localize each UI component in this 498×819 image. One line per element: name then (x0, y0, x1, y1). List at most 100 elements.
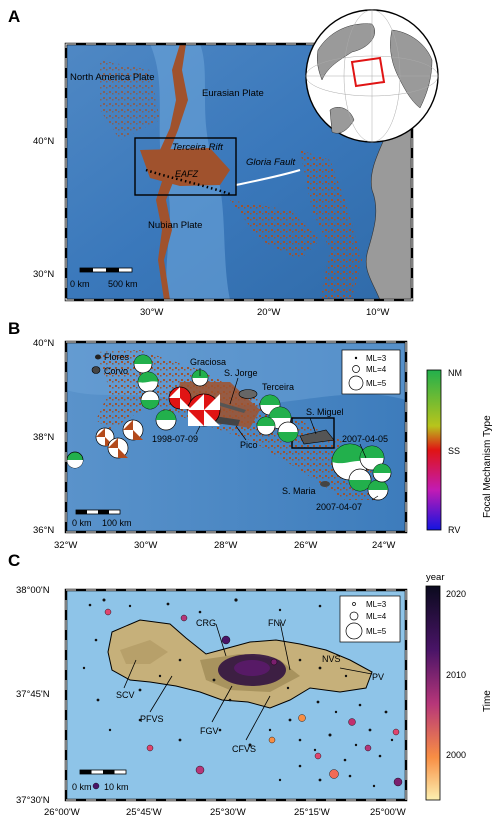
label-terceira: Terceira (262, 382, 294, 392)
tick-b-lon-30: 30°W (134, 540, 157, 551)
label-flores: Flores (104, 352, 130, 362)
colorbar-ss: SS (448, 446, 460, 456)
island-terceira (238, 389, 258, 399)
tick-b-lon-24: 24°W (372, 540, 395, 551)
panel-a-scale-bar: 0 km 500 km (70, 267, 138, 289)
beachball-nm (140, 390, 160, 410)
beachball-nm (155, 409, 177, 431)
label-pfvs: PFVS (140, 714, 164, 724)
tick-c-lon-2530: 25°30'W (210, 807, 246, 818)
label-crg: CRG (196, 618, 216, 628)
panel-a-frame (64, 42, 414, 302)
label-graciosa: Graciosa (190, 357, 226, 367)
scale-a-left: 0 km (70, 279, 90, 289)
colorbar-rv: RV (448, 525, 460, 535)
panel-c-magnitude-legend: ML=3 ML=4 ML=5 (339, 595, 401, 643)
beachball-ss (168, 386, 192, 410)
label-santa-maria: S. Maria (282, 486, 316, 496)
scattered-seismicity (230, 200, 320, 260)
tick-a-lon-30: 30°W (140, 307, 163, 318)
tick-b-lat-36: 36°N (33, 525, 54, 536)
azores-seismicity (140, 148, 230, 186)
colorbar-c-2020: 2020 (446, 589, 466, 599)
scale-a-right: 500 km (108, 279, 138, 289)
eafz-line (145, 168, 231, 196)
tick-b-lon-28: 28°W (214, 540, 237, 551)
label-fgv: FGV (200, 726, 219, 736)
label-corvo: Corvo (104, 366, 128, 376)
coloured-events (92, 608, 403, 790)
scale-c-left: 0 km (72, 782, 92, 792)
panel-b-magnitude-legend: ML=3 ML=4 ML=5 (341, 349, 401, 395)
globe-europe-africa (390, 29, 433, 109)
beachball-nm (359, 445, 385, 471)
tick-c-lat-38: 38°00'N (16, 585, 50, 596)
beachball-nm (133, 354, 153, 374)
tick-b-lat-38: 38°N (33, 432, 54, 443)
tick-b-lon-32: 32°W (54, 540, 77, 551)
beachball-nm (256, 416, 276, 436)
scale-b-right: 100 km (102, 518, 132, 528)
label-sao-miguel: S. Miguel (306, 407, 344, 417)
panel-b: B (8, 319, 493, 551)
label-leaders (195, 368, 379, 501)
label-north-america-plate: North America Plate (70, 72, 154, 83)
tick-a-lon-10: 10°W (366, 307, 389, 318)
label-eurasian-plate: Eurasian Plate (202, 88, 264, 99)
beachball-mixed (122, 419, 144, 441)
beachball-nm (348, 468, 372, 492)
beachball-ss-1998 (187, 393, 221, 427)
tick-a-lat-40: 40°N (33, 136, 54, 147)
panel-a-label: A (8, 7, 20, 26)
legend-b-ml4: ML=4 (366, 365, 387, 374)
tick-c-lon-25: 25°00'W (370, 807, 406, 818)
label-pv: PV (372, 672, 384, 682)
label-event-2007-04-05: 2007-04-05 (342, 434, 388, 444)
panel-b-scale-bar: 0 km 100 km (72, 509, 132, 528)
label-terceira-rift: Terceira Rift (172, 142, 223, 153)
scale-b-left: 0 km (72, 518, 92, 528)
legend-b-ml5: ML=5 (366, 379, 387, 388)
legend-b-ml3: ML=3 (366, 354, 387, 363)
label-scv: SCV (116, 690, 135, 700)
scale-c-right: 10 km (104, 782, 129, 792)
panel-c: C (8, 551, 493, 818)
colorbar-nm: NM (448, 368, 462, 378)
tick-c-lat-3745: 37°45'N (16, 689, 50, 700)
panel-b-extent-box (134, 137, 237, 196)
globe-region-box (350, 56, 386, 88)
north-seismicity (100, 60, 160, 140)
gibraltar-seismicity (300, 150, 362, 300)
focal-mechanism-colorbar: NM SS RV Focal Mechanism Type (426, 368, 493, 535)
beachball-nm (66, 451, 84, 469)
label-sao-jorge: S. Jorge (224, 368, 258, 378)
legend-c-ml3: ML=3 (366, 600, 387, 609)
panel-c-label: C (8, 551, 20, 570)
beachball-nm-2007-04-07 (367, 479, 389, 501)
colorbar-c-2000: 2000 (446, 750, 466, 760)
label-gloria-fault: Gloria Fault (246, 157, 295, 168)
panel-a: A North America Plate Eurasian Plate Nub… (8, 7, 439, 318)
panel-c-scale-bar: 0 km 10 km (72, 769, 129, 792)
gloria-fault-line (235, 169, 301, 186)
colorbar-c-2010: 2010 (446, 670, 466, 680)
label-nvs: NVS (322, 654, 341, 664)
legend-c-ml5: ML=5 (366, 627, 387, 636)
beachball-nm (137, 371, 159, 393)
sete-cidades-relief (120, 640, 168, 664)
beachball-mixed (95, 427, 115, 447)
panel-b-label: B (8, 319, 20, 338)
island-flores (95, 354, 101, 360)
zone-leaders (123, 621, 373, 741)
colorbar-c-unit: year (426, 572, 444, 583)
island-santa-maria (320, 481, 330, 487)
island-pico (214, 416, 240, 426)
label-pico: Pico (240, 440, 258, 450)
tick-c-lon-2515: 25°15'W (294, 807, 330, 818)
label-event-1998: 1998-07-09 (152, 434, 198, 444)
beachballs (66, 354, 392, 501)
tick-b-lat-40: 40°N (33, 338, 54, 349)
globe-inset (305, 9, 439, 143)
label-fnv: FNV (268, 618, 286, 628)
